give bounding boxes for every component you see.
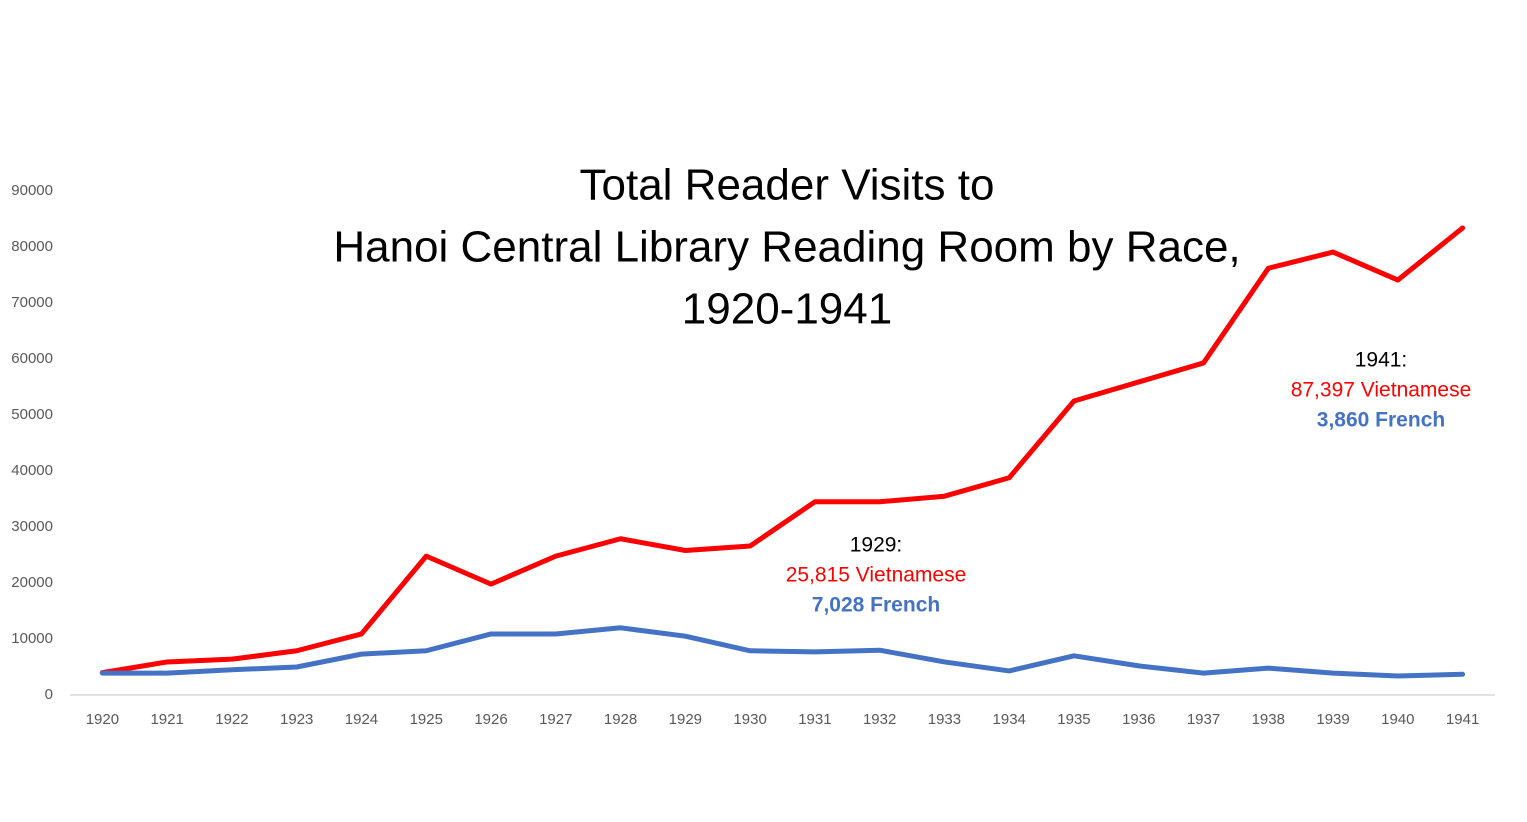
x-tick-label: 1933	[928, 711, 961, 728]
chart-title: Total Reader Visits to	[580, 161, 995, 210]
annotation: 87,397 Vietnamese	[1291, 379, 1472, 402]
x-tick-label: 1924	[345, 711, 378, 728]
y-tick-label: 60000	[11, 350, 53, 367]
data-line	[99, 625, 1466, 679]
y-tick-label: 30000	[11, 518, 53, 535]
y-tick-label: 90000	[11, 182, 53, 199]
x-tick-label: 1931	[798, 711, 831, 728]
x-tick-label: 1929	[669, 711, 702, 728]
x-tick-label: 1932	[863, 711, 896, 728]
y-tick-label: 70000	[11, 294, 53, 311]
x-tick-label: 1923	[280, 711, 313, 728]
y-tick-label: 20000	[11, 574, 53, 591]
x-tick-label: 1928	[604, 711, 637, 728]
x-tick-label: 1940	[1381, 711, 1414, 728]
chart-title: 1920-1941	[682, 285, 892, 334]
x-tick-label: 1937	[1187, 711, 1220, 728]
x-tick-label: 1922	[215, 711, 248, 728]
y-tick-label: 0	[45, 686, 53, 703]
x-tick-label: 1938	[1252, 711, 1285, 728]
y-tick-label: 50000	[11, 406, 53, 423]
data-line	[99, 225, 1466, 676]
x-tick-label: 1926	[474, 711, 507, 728]
annotation: 7,028 French	[812, 594, 940, 617]
x-tick-label: 1927	[539, 711, 572, 728]
annotation: 1929:	[850, 534, 903, 557]
y-tick-label: 80000	[11, 238, 53, 255]
x-tick-label: 1930	[733, 711, 766, 728]
annotation: 25,815 Vietnamese	[786, 564, 967, 587]
x-tick-label: 1934	[993, 711, 1026, 728]
y-tick-label: 10000	[11, 630, 53, 647]
x-tick-label: 1941	[1446, 711, 1479, 728]
x-tick-label: 1921	[150, 711, 183, 728]
x-tick-label: 1936	[1122, 711, 1155, 728]
x-tick-label: 1935	[1057, 711, 1090, 728]
y-tick-label: 40000	[11, 462, 53, 479]
x-tick-label: 1920	[86, 711, 119, 728]
x-tick-label: 1939	[1316, 711, 1349, 728]
chart-title: Hanoi Central Library Reading Room by Ra…	[333, 223, 1240, 272]
annotation: 1941:	[1355, 349, 1408, 372]
x-tick-label: 1925	[410, 711, 443, 728]
annotation: 3,860 French	[1317, 409, 1445, 432]
